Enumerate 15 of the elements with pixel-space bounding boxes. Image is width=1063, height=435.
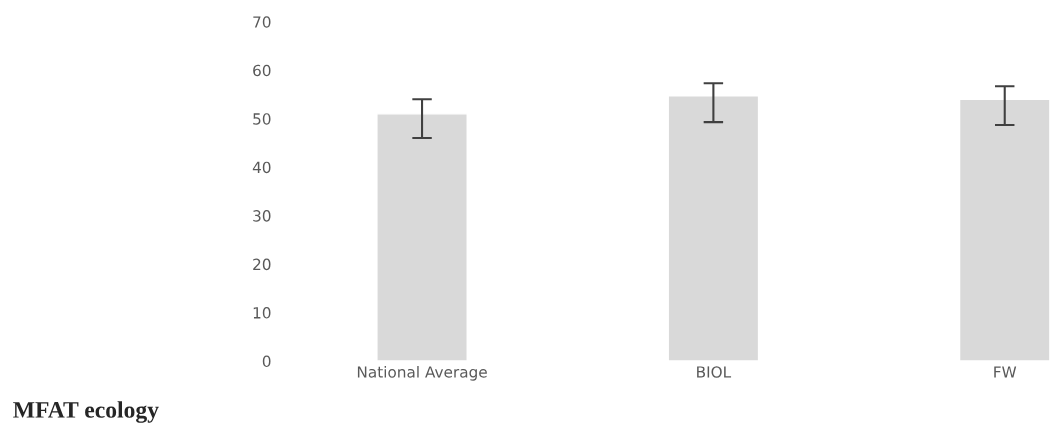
bar bbox=[667, 95, 760, 362]
x-tick-label: BIOL bbox=[697, 366, 732, 378]
bar bbox=[958, 98, 1051, 362]
text: MFAT ecology bbox=[13, 401, 159, 423]
y-tick-label: 60 bbox=[253, 64, 271, 77]
y-tick-label: 20 bbox=[253, 258, 271, 271]
y-tick-label: 10 bbox=[253, 307, 271, 319]
y-tick-label: 70 bbox=[253, 16, 271, 28]
y-tick-label: 50 bbox=[253, 113, 271, 125]
x-tick-label: FW bbox=[994, 366, 1017, 378]
x-tick-label: National Average bbox=[357, 365, 487, 381]
y-tick-label: 40 bbox=[252, 161, 271, 174]
bar bbox=[376, 113, 468, 362]
y-tick-label: 30 bbox=[253, 210, 271, 222]
y-tick-label: 0 bbox=[262, 355, 271, 368]
